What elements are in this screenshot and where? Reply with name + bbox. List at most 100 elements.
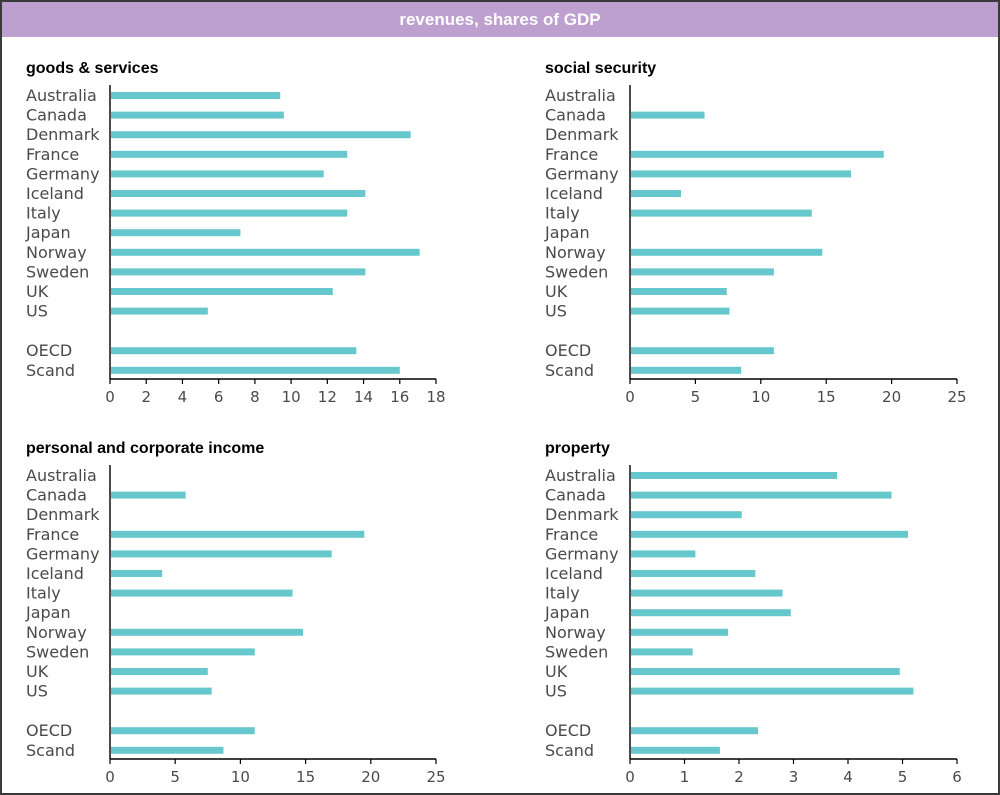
category-label: Denmark bbox=[545, 505, 619, 524]
x-tick-label: 6 bbox=[952, 768, 962, 786]
category-label: Italy bbox=[545, 204, 580, 223]
category-label: Germany bbox=[545, 544, 619, 563]
bar-scand bbox=[631, 366, 742, 374]
category-label: Italy bbox=[26, 584, 61, 603]
bar-us bbox=[631, 687, 914, 695]
bar-oecd bbox=[111, 727, 255, 735]
bar-uk bbox=[111, 668, 208, 675]
category-label: OECD bbox=[26, 721, 72, 740]
x-tick-label: 15 bbox=[817, 388, 836, 406]
category-label: Germany bbox=[26, 164, 100, 183]
category-label: Australia bbox=[26, 86, 97, 105]
panel-2: social security 0 5 10 15 20 25 AustraliaCanada… bbox=[544, 60, 967, 406]
category-label: France bbox=[545, 525, 598, 544]
bar-iceland bbox=[631, 190, 682, 197]
x-tick-label: 0 bbox=[625, 768, 635, 786]
x-tick-label: 0 bbox=[105, 388, 115, 406]
bar-italy bbox=[631, 589, 783, 597]
bar-scand bbox=[111, 366, 400, 374]
bar-japan bbox=[111, 229, 241, 237]
bar-sweden bbox=[111, 648, 255, 656]
category-label: US bbox=[545, 302, 567, 321]
bar-france bbox=[111, 150, 348, 158]
category-label: Iceland bbox=[26, 564, 84, 583]
bar-sweden bbox=[631, 268, 774, 276]
category-label: US bbox=[26, 302, 48, 321]
x-tick-label: 5 bbox=[691, 388, 701, 406]
chart-header: revenues, shares of GDP bbox=[2, 2, 998, 37]
bar-france bbox=[631, 530, 908, 538]
bar-italy bbox=[111, 589, 293, 597]
category-label: Germany bbox=[545, 164, 619, 183]
category-label: Canada bbox=[545, 106, 606, 125]
category-label: France bbox=[26, 525, 79, 544]
category-label: Denmark bbox=[26, 125, 100, 144]
category-label: UK bbox=[26, 282, 49, 301]
bar-germany bbox=[631, 170, 852, 178]
category-label: Scand bbox=[545, 361, 594, 380]
x-tick-label: 25 bbox=[426, 768, 445, 786]
x-tick-label: 20 bbox=[361, 768, 380, 786]
category-label: Sweden bbox=[545, 262, 608, 281]
bar-france bbox=[631, 150, 884, 158]
bar-sweden bbox=[631, 648, 693, 656]
category-label: Iceland bbox=[545, 564, 603, 583]
bar-canada bbox=[111, 111, 284, 119]
category-label: Japan bbox=[544, 603, 590, 622]
bar-germany bbox=[111, 170, 324, 178]
x-tick-label: 4 bbox=[843, 768, 853, 786]
x-tick-label: 3 bbox=[789, 768, 799, 786]
bar-denmark bbox=[631, 511, 742, 519]
x-tick-label: 10 bbox=[231, 768, 250, 786]
category-label: Italy bbox=[545, 584, 580, 603]
category-label: Denmark bbox=[545, 125, 619, 144]
bar-australia bbox=[111, 92, 281, 99]
category-label: Iceland bbox=[26, 184, 84, 203]
bar-canada bbox=[111, 491, 186, 499]
x-tick-label: 1 bbox=[680, 768, 690, 786]
category-label: Scand bbox=[26, 361, 75, 380]
bar-us bbox=[111, 307, 208, 315]
category-label: Australia bbox=[545, 466, 616, 485]
category-label: Norway bbox=[545, 623, 606, 642]
category-label: Italy bbox=[26, 204, 61, 223]
category-label: Norway bbox=[545, 243, 606, 262]
x-tick-label: 6 bbox=[214, 388, 224, 406]
bar-norway bbox=[111, 248, 420, 256]
x-tick-label: 5 bbox=[898, 768, 908, 786]
x-tick-label: 2 bbox=[141, 388, 151, 406]
bar-oecd bbox=[111, 347, 357, 355]
bar-oecd bbox=[631, 727, 759, 735]
bar-uk bbox=[631, 668, 900, 675]
category-label: UK bbox=[545, 282, 568, 301]
bar-italy bbox=[111, 209, 348, 217]
bar-norway bbox=[631, 248, 823, 256]
category-label: Norway bbox=[26, 623, 87, 642]
category-label: Germany bbox=[26, 544, 100, 563]
bar-uk bbox=[111, 288, 333, 295]
category-label: OECD bbox=[545, 341, 591, 360]
x-tick-label: 15 bbox=[296, 768, 315, 786]
category-label: Japan bbox=[544, 223, 590, 242]
bar-france bbox=[111, 530, 365, 538]
panel-title: goods & services bbox=[26, 60, 159, 77]
x-tick-label: 14 bbox=[354, 388, 373, 406]
category-label: Scand bbox=[26, 741, 75, 760]
category-label: France bbox=[26, 145, 79, 164]
category-label: Sweden bbox=[26, 642, 89, 661]
category-label: Canada bbox=[26, 106, 87, 125]
panel-3: personal and corporate income 0 5 10 15 20 25 A… bbox=[25, 440, 446, 786]
x-tick-label: 8 bbox=[250, 388, 260, 406]
bar-iceland bbox=[111, 570, 163, 577]
panel-title: property bbox=[545, 440, 610, 457]
panel-title: social security bbox=[545, 60, 656, 77]
x-tick-label: 10 bbox=[751, 388, 770, 406]
x-tick-label: 18 bbox=[426, 388, 445, 406]
bar-norway bbox=[631, 628, 729, 636]
x-tick-label: 10 bbox=[282, 388, 301, 406]
x-tick-label: 0 bbox=[105, 768, 115, 786]
x-tick-label: 5 bbox=[170, 768, 180, 786]
panel-1: goods & services 0 2 4 6 8 10 12 14 16 18 Australia… bbox=[25, 60, 446, 406]
x-tick-label: 25 bbox=[947, 388, 966, 406]
